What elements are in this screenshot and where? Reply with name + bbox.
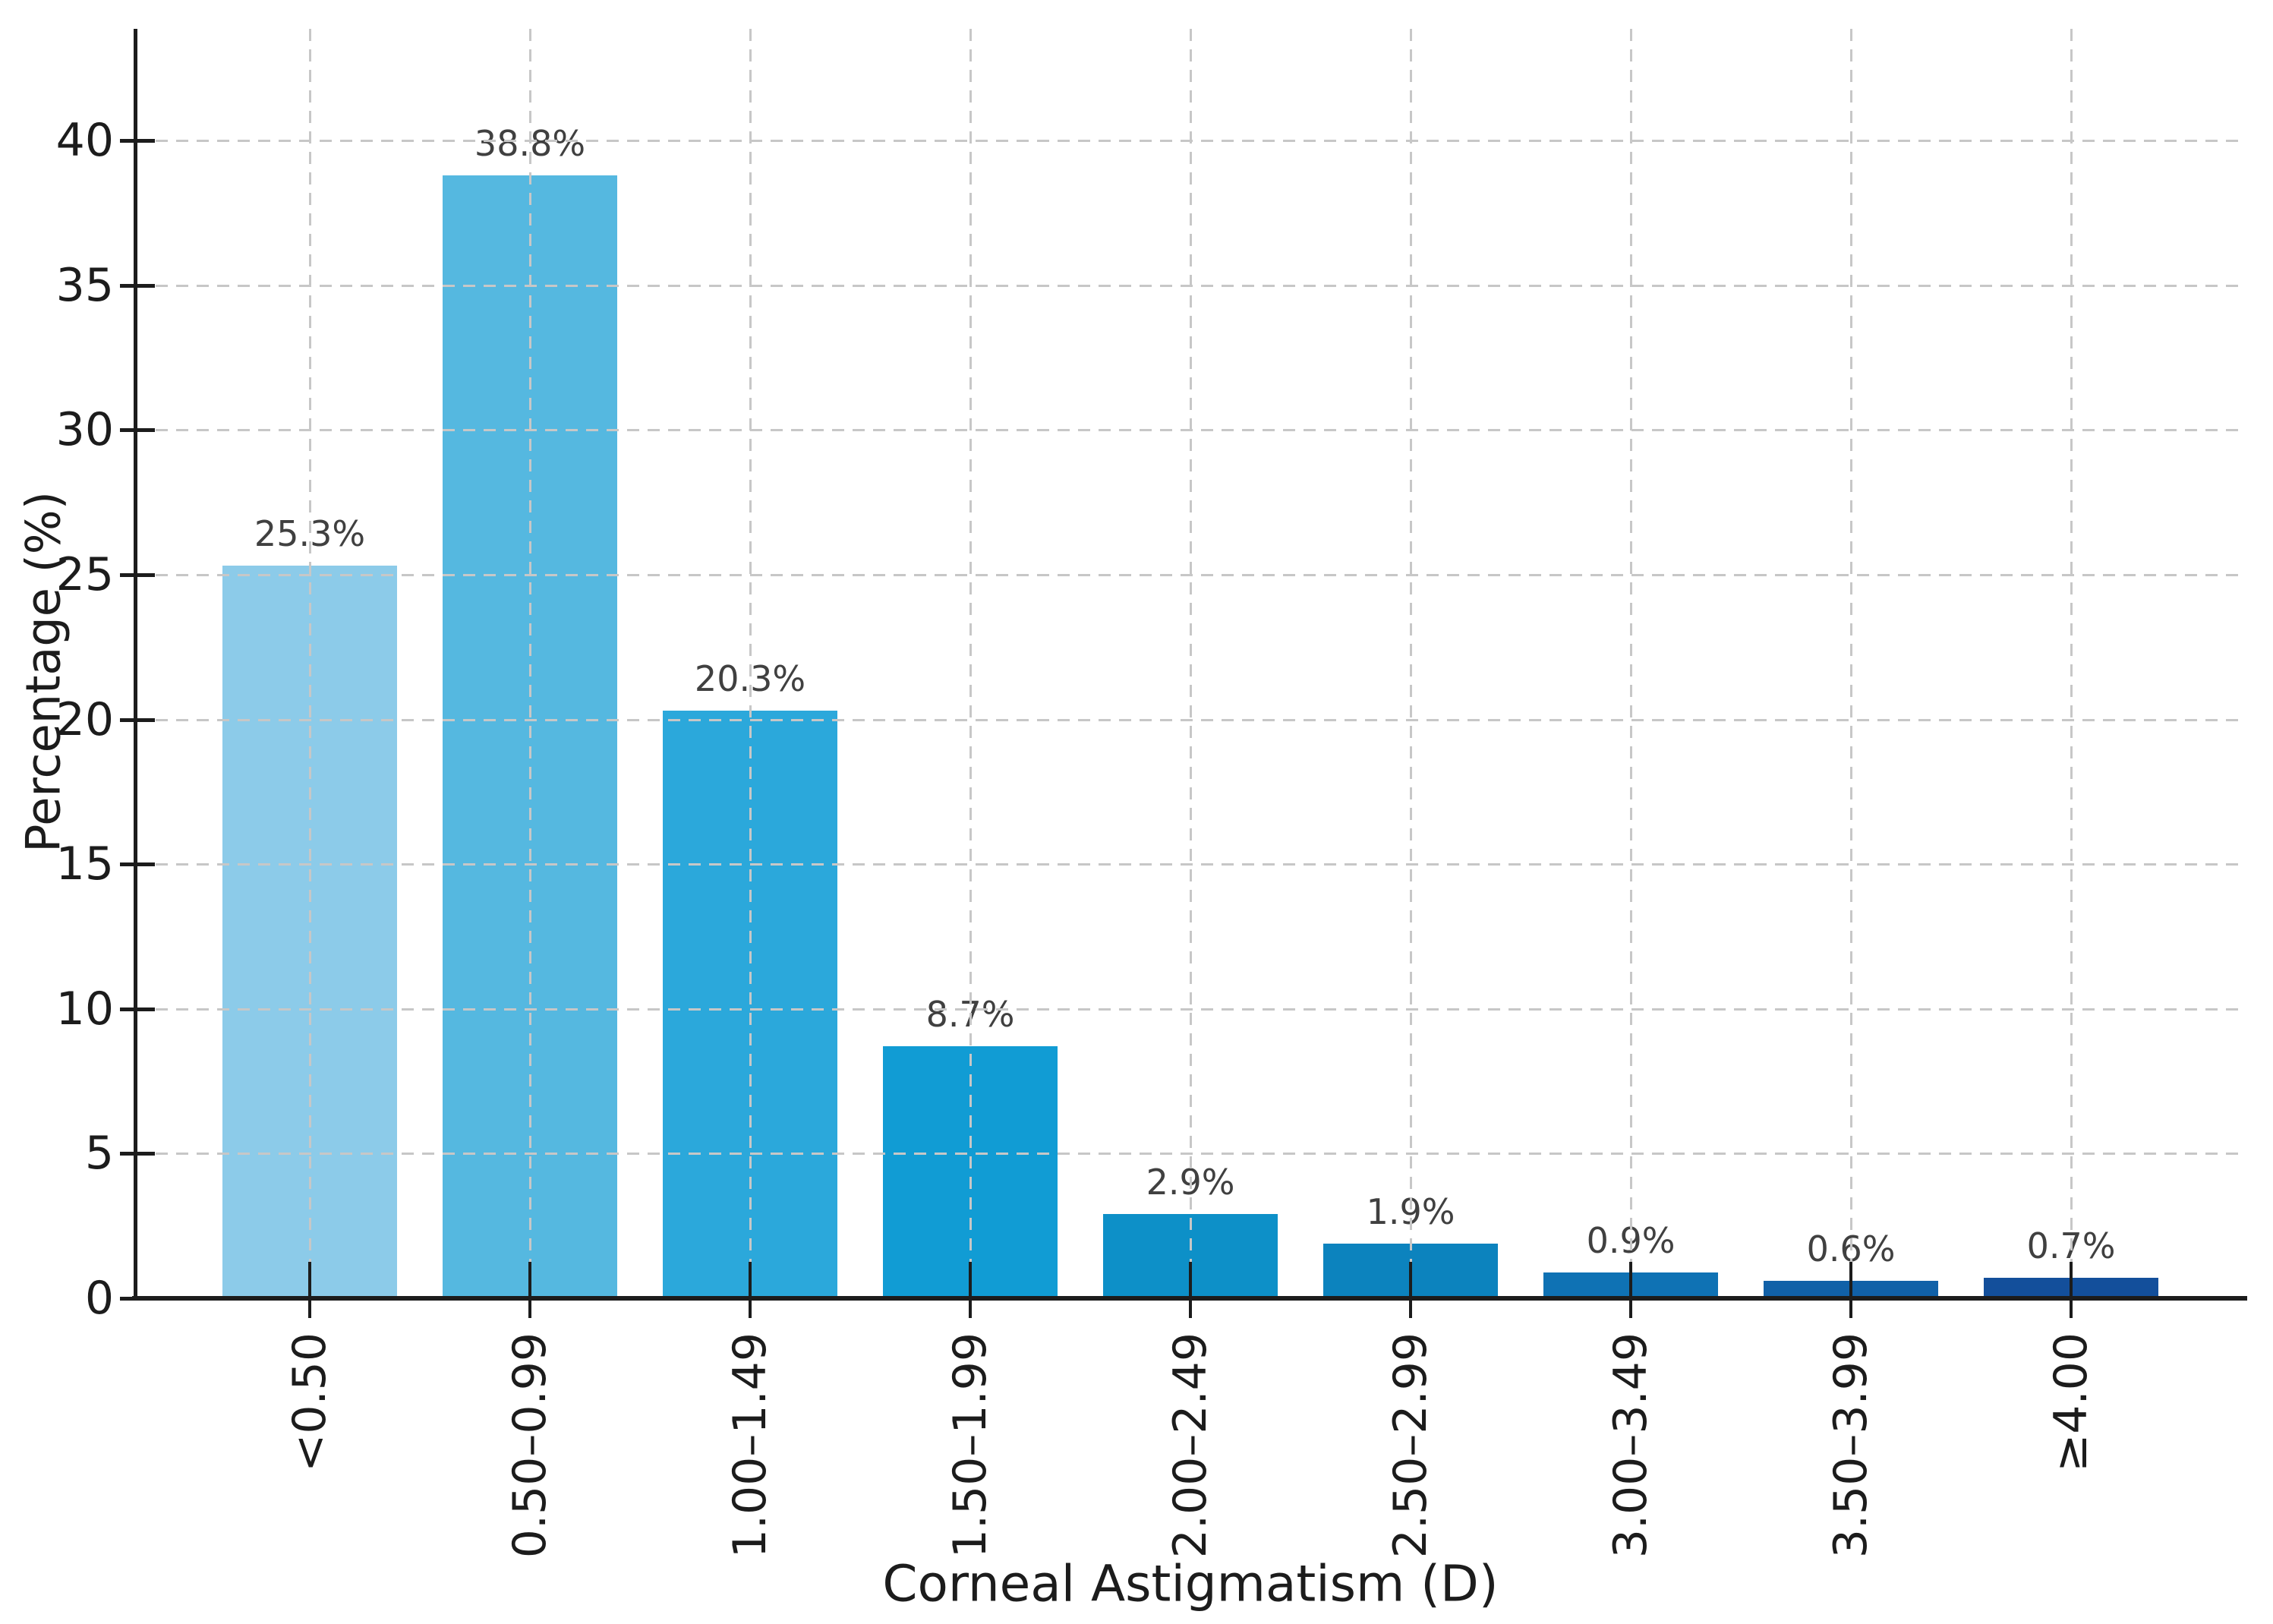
y-tick-label-25: 25 <box>55 547 114 601</box>
y-tick-label-15: 15 <box>55 837 114 891</box>
x-tick-mark-7 <box>1849 1262 1852 1318</box>
y-tick-label-20: 20 <box>55 692 114 746</box>
y-tick-mark-35 <box>120 283 155 288</box>
gridline-x-1 <box>529 29 531 1298</box>
gridline-x-8 <box>2070 29 2073 1298</box>
x-tick-label-4: 2.00–2.49 <box>1164 1332 1217 1559</box>
y-tick-label-10: 10 <box>55 982 114 1036</box>
y-tick-label-40: 40 <box>55 114 114 167</box>
y-axis-title: Percentage (%) <box>15 491 71 853</box>
x-tick-mark-3 <box>969 1262 972 1318</box>
gridline-x-4 <box>1190 29 1192 1298</box>
x-tick-mark-8 <box>2070 1262 2073 1318</box>
y-tick-mark-15 <box>120 862 155 867</box>
y-tick-mark-30 <box>120 428 155 433</box>
y-tick-label-5: 5 <box>84 1127 114 1181</box>
gridline-x-6 <box>1630 29 1632 1298</box>
x-axis-line <box>132 1296 2247 1301</box>
x-tick-mark-1 <box>528 1262 531 1318</box>
y-tick-mark-10 <box>120 1007 155 1011</box>
x-tick-label-5: 2.50–2.99 <box>1384 1332 1437 1559</box>
x-tick-label-8: ≥4.00 <box>2044 1332 2098 1472</box>
plot-area <box>120 29 2247 1318</box>
y-tick-mark-20 <box>120 717 155 722</box>
gridline-x-7 <box>1850 29 1852 1298</box>
x-tick-mark-4 <box>1189 1262 1192 1318</box>
gridline-x-0 <box>309 29 311 1298</box>
x-tick-label-3: 1.50–1.99 <box>944 1332 997 1559</box>
x-tick-mark-6 <box>1629 1262 1632 1318</box>
x-tick-label-7: 3.50–3.99 <box>1824 1332 1877 1559</box>
x-tick-label-1: 0.50–0.99 <box>503 1332 556 1559</box>
x-tick-label-2: 1.00–1.49 <box>724 1332 777 1559</box>
x-tick-label-6: 3.00–3.49 <box>1604 1332 1657 1559</box>
x-tick-mark-5 <box>1409 1262 1412 1318</box>
y-tick-mark-40 <box>120 139 155 143</box>
y-tick-label-30: 30 <box>55 403 114 457</box>
x-tick-label-0: <0.50 <box>283 1332 336 1472</box>
y-tick-label-0: 0 <box>84 1272 114 1325</box>
x-tick-mark-2 <box>749 1262 752 1318</box>
y-tick-label-35: 35 <box>55 258 114 312</box>
gridline-x-5 <box>1410 29 1412 1298</box>
gridline-x-3 <box>969 29 972 1298</box>
y-tick-mark-25 <box>120 572 155 577</box>
x-tick-mark-0 <box>308 1262 311 1318</box>
y-axis-line <box>134 29 137 1301</box>
gridline-x-2 <box>749 29 752 1298</box>
y-tick-mark-5 <box>120 1152 155 1156</box>
x-axis-title: Corneal Astigmatism (D) <box>882 1554 1499 1613</box>
